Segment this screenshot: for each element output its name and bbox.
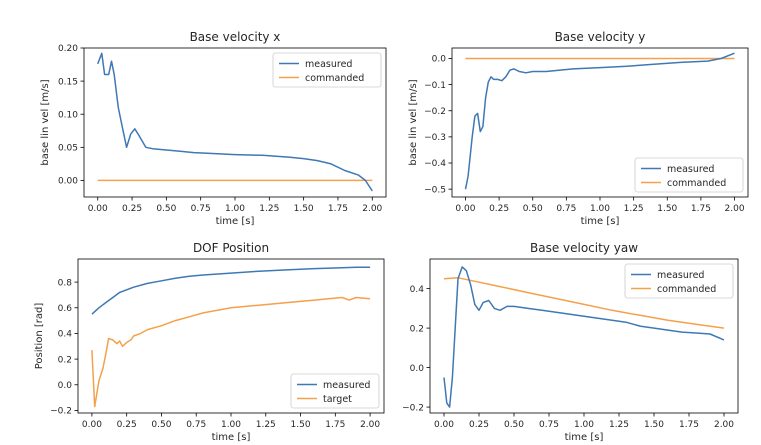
y-tick-label: −0.2 <box>50 407 72 417</box>
x-tick-label: 0.00 <box>82 420 102 430</box>
x-tick-label: 2.00 <box>362 204 382 214</box>
x-tick-label: 1.25 <box>609 420 629 430</box>
chart-title: Base velocity x <box>190 30 281 44</box>
x-axis-label: time [s] <box>581 216 620 227</box>
x-tick-label: 0.50 <box>523 204 543 214</box>
chart-title: Base velocity yaw <box>530 241 638 255</box>
y-tick-label: 0.2 <box>58 355 72 365</box>
x-tick-label: 1.25 <box>256 420 276 430</box>
x-tick-label: 1.75 <box>328 204 348 214</box>
legend-entry: measured <box>657 270 704 281</box>
legend: measured commanded <box>624 263 734 299</box>
subplot-2: Base velocity y 0.00 0.25 0.50 0.75 1.00 1.25 1… <box>408 30 749 227</box>
x-tick-label: 1.25 <box>624 204 644 214</box>
x-tick-label: 1.25 <box>259 204 279 214</box>
x-tick-label: 0.25 <box>122 204 142 214</box>
series-line-measured <box>97 52 373 192</box>
x-tick-label: 0.25 <box>469 420 489 430</box>
x-tick-label: 2.00 <box>725 204 745 214</box>
y-tick-label: 0.0 <box>58 381 73 391</box>
y-tick-label: −0.5 <box>424 185 446 195</box>
x-tick-label: 0.00 <box>455 204 475 214</box>
legend: measured commanded <box>634 157 744 193</box>
y-tick-label: 0.8 <box>58 278 73 288</box>
x-tick-label: 0.75 <box>186 420 206 430</box>
series-line-measured <box>91 266 371 315</box>
x-tick-label: 0.50 <box>151 420 171 430</box>
x-tick-label: 0.25 <box>117 420 137 430</box>
legend-box <box>634 157 744 193</box>
y-tick-label: 0.6 <box>58 304 73 314</box>
x-tick-label: 1.50 <box>294 204 314 214</box>
y-axis-label: base lin vel [m/s] <box>40 79 51 165</box>
x-tick-label: 1.00 <box>221 420 241 430</box>
chart-title: DOF Position <box>193 241 269 255</box>
x-tick-label: 1.00 <box>574 420 594 430</box>
y-tick-label: −0.1 <box>424 81 446 91</box>
legend: measured target <box>290 373 380 409</box>
x-tick-label: 0.75 <box>539 420 559 430</box>
x-tick-label: 1.75 <box>679 420 699 430</box>
legend-entry: measured <box>305 59 352 70</box>
legend-entry: measured <box>323 380 370 391</box>
y-tick-label: 0.10 <box>58 110 78 120</box>
x-axis-label: time [s] <box>216 216 255 227</box>
x-tick-label: 2.00 <box>360 420 380 430</box>
y-tick-label: −0.2 <box>424 107 446 117</box>
y-tick-label: 0.15 <box>58 77 78 87</box>
chart-title: Base velocity y <box>555 30 646 44</box>
x-tick-label: 2.00 <box>714 420 734 430</box>
x-tick-label: 0.75 <box>191 204 211 214</box>
subplot-1: Base velocity x 0.00 0.25 0.50 0.75 1.00 1.25 1… <box>40 30 387 227</box>
y-tick-label: 0.4 <box>410 285 425 295</box>
y-tick-label: −0.3 <box>424 133 446 143</box>
y-axis-label: Position [rad] <box>34 303 45 370</box>
y-tick-label: −0.2 <box>402 403 424 413</box>
series-line-orange <box>91 296 371 408</box>
series-line-measured <box>443 266 725 408</box>
y-tick-label: 0.0 <box>410 364 425 374</box>
x-tick-label: 0.25 <box>489 204 509 214</box>
y-axis-label: base lin vel [m/s] <box>408 79 419 165</box>
legend-entry: commanded <box>667 178 726 189</box>
x-tick-label: 1.50 <box>644 420 664 430</box>
x-tick-label: 1.75 <box>691 204 711 214</box>
y-tick-label: 0.00 <box>58 177 78 187</box>
series-line-measured <box>464 52 735 190</box>
legend-box <box>624 263 734 299</box>
legend-entry: commanded <box>305 73 364 84</box>
y-tick-label: −0.4 <box>424 159 446 169</box>
x-tick-label: 0.50 <box>504 420 524 430</box>
legend-entry: target <box>323 394 352 405</box>
x-tick-label: 1.50 <box>657 204 677 214</box>
legend-entry: measured <box>667 164 714 175</box>
x-tick-label: 1.00 <box>590 204 610 214</box>
x-tick-label: 1.75 <box>325 420 345 430</box>
x-tick-label: 0.50 <box>156 204 176 214</box>
legend: measured commanded <box>272 52 382 88</box>
y-tick-label: 0.0 <box>432 55 447 65</box>
legend-box <box>290 373 380 409</box>
y-tick-label: 0.2 <box>410 324 424 334</box>
legend-entry: commanded <box>657 284 716 295</box>
x-tick-label: 1.50 <box>291 420 311 430</box>
x-axis-label: time [s] <box>212 432 251 443</box>
y-tick-label: 0.4 <box>58 330 73 340</box>
x-tick-label: 0.00 <box>88 204 108 214</box>
subplot-4: Base velocity yaw 0.00 0.25 0.50 0.75 1.00 1.2… <box>402 241 739 443</box>
x-axis-label: time [s] <box>565 432 604 443</box>
x-tick-label: 1.00 <box>225 204 245 214</box>
y-tick-label: 0.05 <box>58 144 78 154</box>
x-tick-label: 0.75 <box>556 204 576 214</box>
y-tick-label: 0.20 <box>58 44 78 54</box>
legend-box <box>272 52 382 88</box>
x-tick-label: 0.00 <box>434 420 454 430</box>
subplot-3: DOF Position 0.00 0.25 0.50 0.75 1.00 1.25 1.50… <box>34 241 385 443</box>
